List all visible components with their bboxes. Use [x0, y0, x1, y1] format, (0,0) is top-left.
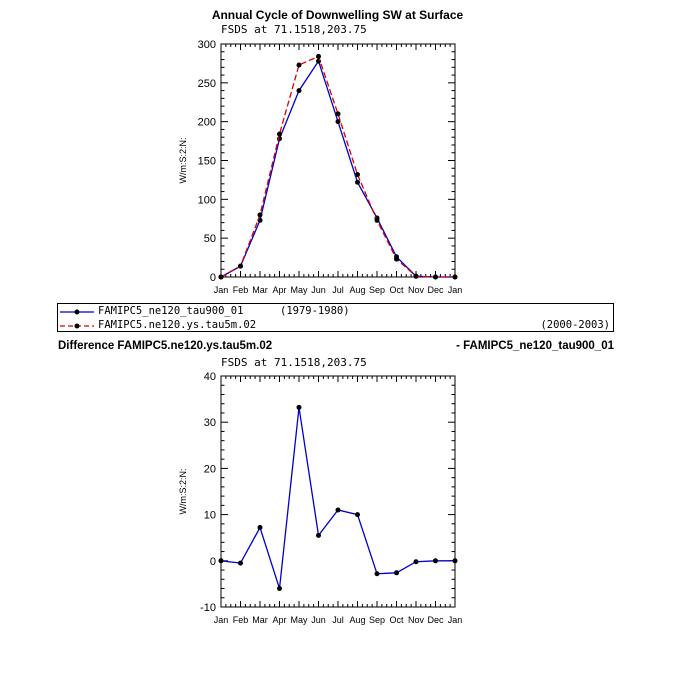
chart1-series-2-point — [374, 217, 380, 223]
chart2-xtick-label: Nov — [408, 615, 425, 625]
chart1-series-2-point — [296, 62, 302, 68]
chart1-ytick-label: 0 — [210, 272, 216, 284]
legend-name-1: FAMIPC5_ne120_tau900_01 — [98, 305, 244, 317]
chart2-series-1-point — [413, 559, 419, 565]
chart1-xtick-label: Jan — [214, 285, 229, 295]
chart1-xtick-label: Apr — [272, 285, 286, 295]
chart2-series-1-point — [355, 512, 360, 518]
chart1-ytick-label: 150 — [198, 156, 216, 168]
chart2-frame — [220, 375, 456, 608]
chart1-series-2-point — [335, 111, 341, 117]
legend-name-2: FAMIPC5.ne120.ys.tau5m.02 — [98, 319, 257, 331]
chart2-xtick-label: Jun — [311, 615, 326, 625]
chart1-xtick-label: Jun — [311, 285, 326, 295]
chart1-series-2-point — [218, 274, 224, 280]
chart1-ylabel: W/m:S:2:N: — [178, 137, 188, 183]
chart2-xtick-label: Jul — [332, 615, 344, 625]
chart1-xtick-label: Mar — [252, 285, 268, 295]
chart1-series-2-point — [277, 131, 282, 137]
chart2-xtick-label: Mar — [252, 615, 268, 625]
chart1-series-1-point — [296, 88, 302, 94]
chart1-series-1-point — [316, 58, 321, 64]
chart2-series-1-point — [296, 404, 302, 410]
legend-period-1: (1979-1980) — [280, 305, 350, 317]
chart2-series-1-point — [374, 571, 380, 577]
chart2-xtick-label: Apr — [272, 615, 286, 625]
chart2-series-1-point — [335, 507, 341, 513]
legend-period-2: (2000-2003) — [540, 319, 610, 331]
chart1-series-2-point — [433, 274, 438, 280]
chart1-series-2-point — [238, 263, 243, 269]
chart1-frame — [220, 43, 456, 278]
legend-entry-2: FAMIPC5.ne120.ys.tau5m.02 (2000-2003) — [58, 319, 613, 332]
chart2-ytick-label: 10 — [204, 510, 216, 522]
chart1-series-1-point — [355, 179, 360, 185]
chart2-ytick-label: -10 — [200, 602, 216, 614]
chart2-xtick-label: Jan — [448, 615, 463, 625]
chart2-subtitle: FSDS at 71.1518,203.75 — [221, 356, 367, 369]
legend-swatch-2 — [60, 323, 94, 329]
chart2-series-1-point — [218, 558, 224, 564]
chart2-xtick-label: Jan — [214, 615, 229, 625]
chart2-series-1-line — [220, 407, 455, 589]
chart2-series-1-point — [316, 532, 321, 538]
chart2-title-right: - FAMIPC5_ne120_tau900_01 — [456, 340, 614, 352]
chart1-ytick-label: 200 — [198, 117, 216, 129]
chart1-series-2-point — [316, 53, 321, 59]
chart1-xtick-label: May — [290, 285, 308, 295]
legend-entry-1: FAMIPC5_ne120_tau900_01 (1979-1980) — [58, 305, 613, 318]
chart2-series-1-point — [257, 525, 263, 531]
chart1-ytick-label: 50 — [204, 233, 216, 245]
chart1-series-1-line — [220, 59, 455, 278]
chart1-subtitle: FSDS at 71.1518,203.75 — [221, 23, 367, 36]
chart2-xtick-label: Oct — [389, 615, 404, 625]
legend: FAMIPC5_ne120_tau900_01 (1979-1980) FAMI… — [57, 303, 614, 332]
chart1-series-2-point — [413, 273, 419, 279]
chart2-title-left: Difference FAMIPC5.ne120.ys.tau5m.02 — [58, 340, 273, 352]
chart1-xtick-label: Jan — [448, 285, 463, 295]
chart1-xtick-label: Oct — [389, 285, 404, 295]
chart1-series-1-point — [335, 119, 341, 125]
chart1-series-2-point — [355, 171, 360, 177]
legend-swatch-1 — [60, 309, 94, 315]
chart2-xtick-label: Aug — [349, 615, 365, 625]
chart2-xtick-label: Sep — [369, 615, 385, 625]
chart1-xtick-label: Sep — [369, 285, 385, 295]
chart1-series-2-point — [394, 256, 399, 262]
chart2-ytick-label: 20 — [204, 463, 216, 475]
chart1-xtick-label: Dec — [427, 285, 444, 295]
chart2-ytick-label: 40 — [204, 371, 216, 383]
chart2-xtick-label: Feb — [233, 615, 249, 625]
chart2-ylabel: W/m:S:2:N: — [178, 468, 188, 514]
chart2-xtick-label: Dec — [427, 615, 444, 625]
chart1-xtick-label: Jul — [332, 285, 344, 295]
chart1-ytick-label: 300 — [198, 39, 216, 51]
chart2-series-1-point — [277, 586, 282, 592]
chart2-series-1-point — [394, 570, 399, 576]
chart1-title: Annual Cycle of Downwelling SW at Surfac… — [211, 8, 464, 22]
chart2-series-1-point — [433, 558, 438, 564]
chart2-series-1-point — [452, 558, 458, 564]
chart1-xtick-label: Aug — [349, 285, 365, 295]
chart1-xtick-label: Nov — [408, 285, 425, 295]
chart1-series-2-line — [220, 55, 455, 278]
chart1-xtick-label: Feb — [233, 285, 249, 295]
chart1-ytick-label: 250 — [198, 78, 216, 90]
chart2-series-1-point — [238, 560, 243, 566]
chart1-series-2-point — [452, 274, 458, 280]
chart2-xtick-label: May — [290, 615, 308, 625]
chart1-ytick-label: 100 — [198, 194, 216, 206]
chart2-ytick-label: 30 — [204, 417, 216, 429]
chart1-series-2-point — [257, 212, 263, 218]
chart2-ytick-label: 0 — [210, 556, 216, 568]
